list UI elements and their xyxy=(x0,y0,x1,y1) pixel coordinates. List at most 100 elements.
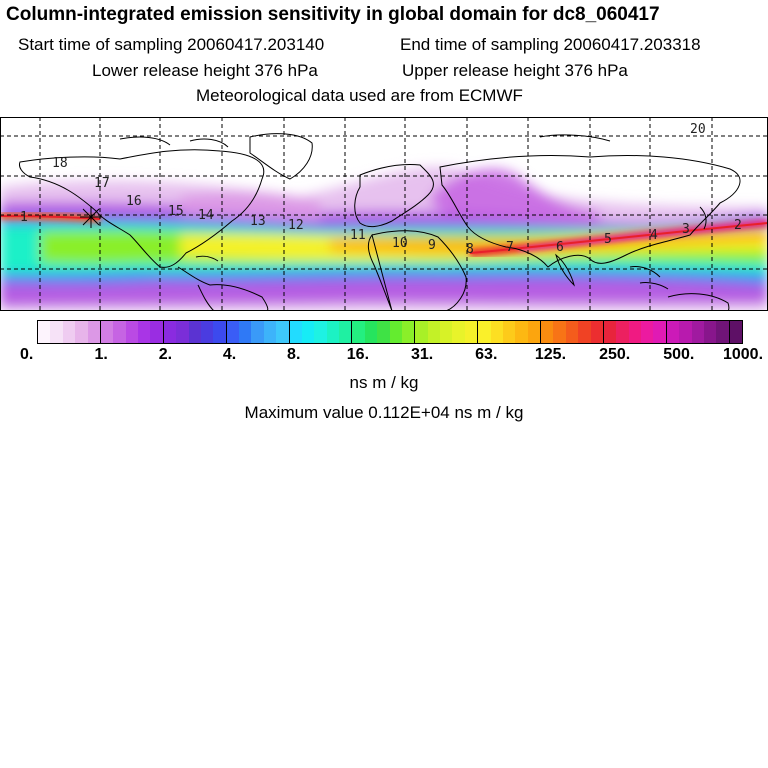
time-marker: 17 xyxy=(94,176,110,191)
colorbar-swatch xyxy=(401,321,416,343)
start-time-label: Start time of sampling 20060417.203140 xyxy=(18,35,325,54)
colorbar-swatch xyxy=(729,321,742,343)
colorbar-swatch xyxy=(415,321,428,343)
time-marker: 13 xyxy=(250,214,266,229)
colorbar-swatch xyxy=(541,321,554,343)
time-marker: 15 xyxy=(168,204,184,219)
time-marker: 9 xyxy=(428,238,436,253)
colorbar-swatch xyxy=(50,321,63,343)
colorbar-swatch xyxy=(641,321,654,343)
colorbar-tick-labels: 0. 1. 2. 4. 8. 16. 31. 63. 125. 250. 500. 1000. xyxy=(0,346,768,366)
trajectory-line-west xyxy=(0,215,101,220)
colorbar-swatch xyxy=(213,321,227,343)
colorbar-swatch xyxy=(389,321,402,343)
time-marker: 1 xyxy=(20,210,28,225)
time-marker: 11 xyxy=(350,228,366,243)
colorbar-tick-label: 16. xyxy=(346,346,370,363)
colorbar-swatch xyxy=(666,321,680,343)
time-marker: 4 xyxy=(650,228,658,243)
colorbar-swatch xyxy=(38,321,51,343)
plot-title: Column-integrated emission sensitivity i… xyxy=(6,4,660,25)
coastlines xyxy=(19,133,741,311)
colorbar-swatch xyxy=(427,321,440,343)
colorbar-swatch xyxy=(339,321,353,343)
colorbar-swatch xyxy=(565,321,579,343)
colorbar-tick-label: 0. xyxy=(20,346,34,363)
colorbar-swatch xyxy=(138,321,151,343)
colorbar-tick-label: 250. xyxy=(599,346,631,363)
colorbar-swatch xyxy=(314,321,327,343)
colorbar-swatch xyxy=(188,321,201,343)
colorbar-swatch xyxy=(100,321,114,343)
colorbar-swatch xyxy=(703,321,717,343)
time-marker: 6 xyxy=(556,240,564,255)
colorbar-swatch xyxy=(276,321,290,343)
end-time-label: End time of sampling 20060417.203318 xyxy=(400,35,701,54)
colorbar-swatch xyxy=(87,321,101,343)
colorbar-swatch xyxy=(515,321,528,343)
time-marker: 16 xyxy=(126,194,142,209)
colorbar xyxy=(37,320,743,344)
colorbar-swatch xyxy=(75,321,88,343)
colorbar-swatch xyxy=(113,321,126,343)
colorbar-swatch xyxy=(464,321,479,343)
colorbar-swatch xyxy=(490,321,503,343)
colorbar-swatch xyxy=(603,321,617,343)
colorbar-units: ns m / kg xyxy=(349,373,419,392)
colorbar-swatch xyxy=(452,321,465,343)
colorbar-swatch xyxy=(527,321,541,343)
time-marker: 12 xyxy=(288,218,304,233)
colorbar-swatch xyxy=(125,321,138,343)
colorbar-swatch xyxy=(377,321,390,343)
colorbar-swatch xyxy=(352,321,365,343)
colorbar-swatch xyxy=(628,321,641,343)
colorbar-tick-label: 1. xyxy=(94,346,108,363)
colorbar-swatch xyxy=(150,321,164,343)
time-marker: 3 xyxy=(682,222,690,237)
lower-release-label: Lower release height 376 hPa xyxy=(92,61,318,80)
colorbar-swatch xyxy=(326,321,339,343)
colorbar-tick-label: 2. xyxy=(158,346,173,363)
colorbar-tick-label: 4. xyxy=(222,346,237,363)
upper-release-label: Upper release height 376 hPa xyxy=(402,61,628,80)
colorbar-tick-label: 31. xyxy=(410,346,434,363)
trajectory-line-east xyxy=(469,222,768,254)
sensitivity-map: 1 2 3 4 5 6 7 8 9 10 11 12 13 14 15 16 1… xyxy=(0,117,768,311)
time-marker: 18 xyxy=(52,156,68,171)
colorbar-swatch xyxy=(691,321,704,343)
colorbar-tick-label: 1000. xyxy=(722,346,764,363)
time-marker: 5 xyxy=(604,232,612,247)
met-data-label: Meteorological data used are from ECMWF xyxy=(196,86,523,105)
colorbar-swatch xyxy=(263,321,277,343)
time-marker: 2 xyxy=(734,218,742,233)
time-marker: 7 xyxy=(506,240,514,255)
colorbar-tick-label: 63. xyxy=(475,346,498,363)
colorbar-swatch xyxy=(679,321,692,343)
time-marker: 20 xyxy=(690,122,706,137)
colorbar-swatch xyxy=(653,321,667,343)
colorbar-swatch xyxy=(62,321,76,343)
time-markers: 1 2 3 4 5 6 7 8 9 10 11 12 13 14 15 16 1… xyxy=(20,122,742,257)
colorbar-swatch xyxy=(364,321,378,343)
colorbar-swatch xyxy=(590,321,604,343)
colorbar-swatch xyxy=(616,321,629,343)
colorbar-swatch xyxy=(553,321,566,343)
maximum-value-label: Maximum value 0.112E+04 ns m / kg xyxy=(244,403,524,422)
colorbar-swatch xyxy=(478,321,491,343)
colorbar-swatch xyxy=(440,321,453,343)
colorbar-tick-label: 8. xyxy=(287,346,301,363)
colorbar-swatch xyxy=(301,321,315,343)
release-point-icon xyxy=(80,206,102,228)
colorbar-swatch xyxy=(239,321,252,343)
colorbar-tick-label: 125. xyxy=(534,346,567,363)
colorbar-swatch xyxy=(163,321,177,343)
colorbar-swatch xyxy=(251,321,264,343)
colorbar-swatch xyxy=(226,321,239,343)
colorbar-tick-label: 500. xyxy=(663,346,695,363)
colorbar-swatch xyxy=(289,321,302,343)
time-marker: 8 xyxy=(466,242,474,257)
graticule xyxy=(0,117,768,311)
colorbar-swatch xyxy=(200,321,214,343)
time-marker: 10 xyxy=(392,236,408,251)
colorbar-swatch xyxy=(578,321,591,343)
